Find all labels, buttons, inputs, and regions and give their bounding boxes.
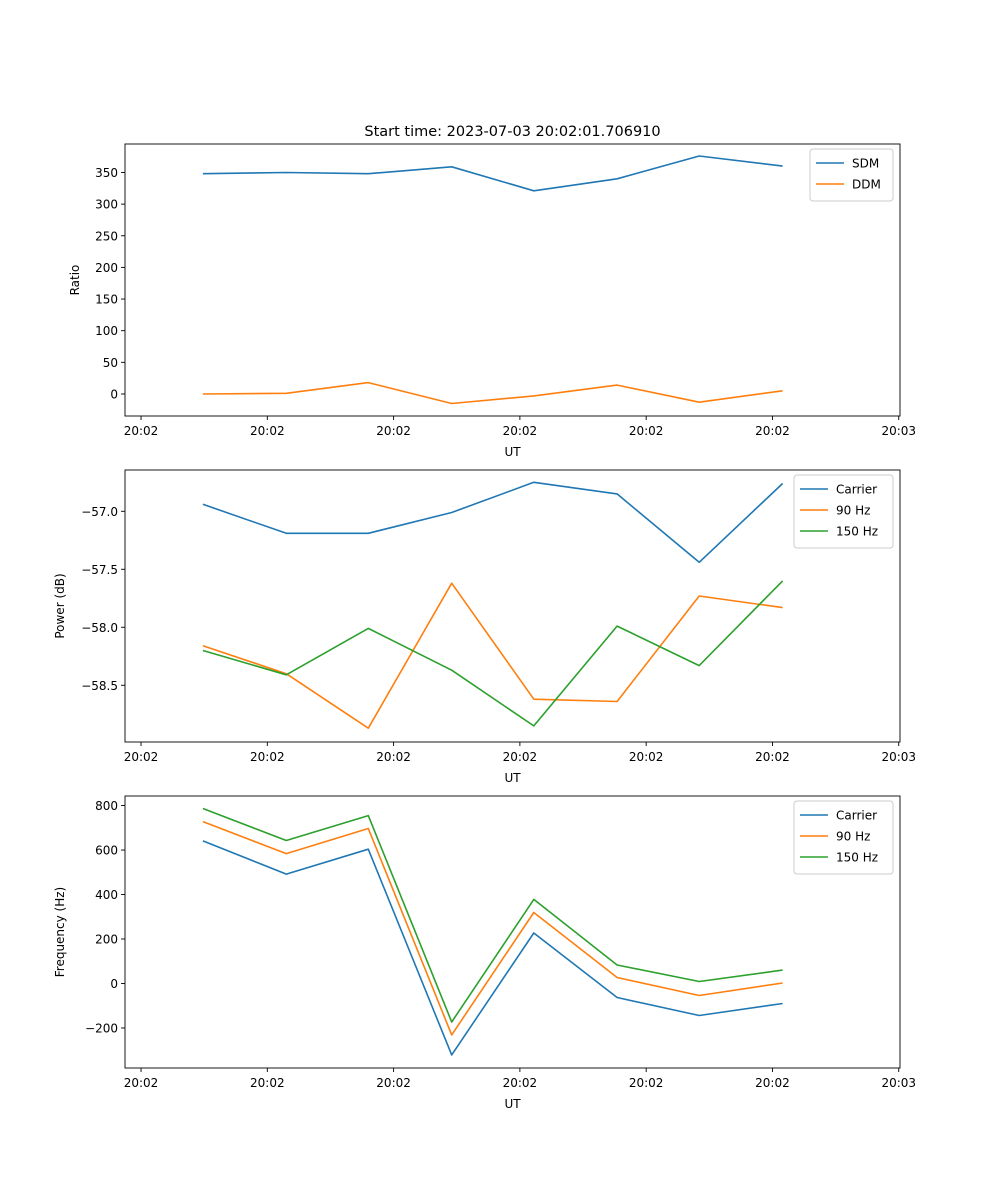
axes-frame [124,469,901,743]
x-tick-label: 20:02 [755,750,790,764]
x-tick-label: 20:02 [376,424,411,438]
y-axis-label: Ratio [68,265,82,296]
series-line-ddm [202,381,783,405]
subplot-2: 20:02 20:02 20:02 20:02 20:02 20:02 20:03 −58.5… [53,469,916,785]
y-tick-label: 800 [95,799,118,813]
x-tick-label: 20:02 [124,424,159,438]
y-tick-label: 0 [110,977,118,991]
axes-frame [124,143,901,417]
y-tick-label: 200 [95,933,118,947]
y-tick-label: 350 [95,166,118,180]
legend: SDM DDM [809,148,894,202]
x-tick-label: 20:03 [881,424,916,438]
legend-label: 150 Hz [836,525,878,539]
legend: Carrier 90 Hz 150 Hz [793,800,894,875]
y-axis-label: Frequency (Hz) [53,887,67,978]
x-tick-label: 20:02 [250,424,285,438]
subplot-1: 20:02 20:02 20:02 20:02 20:02 20:02 20:03 0 50 10… [68,143,916,459]
x-tick-label: 20:02 [629,1076,664,1090]
legend: Carrier 90 Hz 150 Hz [793,474,894,549]
y-tick-label: −58.5 [81,679,118,693]
series-line-sdm [202,155,783,192]
x-tick-label: 20:03 [881,750,916,764]
y-tick-label: 600 [95,844,118,858]
legend-box [793,800,894,875]
x-tick-label: 20:02 [755,424,790,438]
x-tick-label: 20:02 [629,424,664,438]
y-tick-label: 250 [95,229,118,243]
x-tick-label: 20:02 [503,424,538,438]
series-line-carrier [202,481,784,564]
x-tick-label: 20:02 [376,1076,411,1090]
chart-title: Start time: 2023-07-03 20:02:01.706910 [364,124,660,140]
x-tick-label: 20:02 [503,1076,538,1090]
legend-label: SDM [852,157,879,171]
x-tick-label: 20:02 [124,750,159,764]
x-axis-label: UT [504,1097,521,1111]
y-axis-label: Power (dB) [53,573,67,638]
x-tick-label: 20:02 [376,750,411,764]
legend-label: Carrier [836,483,877,497]
y-tick-label: −200 [85,1021,118,1035]
y-tick-label: 0 [110,387,118,401]
legend-box [809,148,894,202]
x-tick-label: 20:02 [503,750,538,764]
legend-label: Carrier [836,809,877,823]
series-line-carrier [202,840,783,1056]
x-axis-label: UT [504,771,521,785]
x-tick-label: 20:02 [250,1076,285,1090]
y-tick-label: −58.0 [81,621,118,635]
y-tick-label: 200 [95,261,118,275]
y-tick-label: 400 [95,888,118,902]
y-tick-label: 100 [95,324,118,338]
series-line-150-hz [202,580,784,727]
y-tick-label: 50 [103,356,118,370]
x-tick-label: 20:02 [124,1076,159,1090]
legend-label: 90 Hz [836,830,870,844]
x-tick-label: 20:02 [629,750,664,764]
x-tick-label: 20:03 [881,1076,916,1090]
y-tick-label: −57.5 [81,563,118,577]
x-tick-label: 20:02 [755,1076,790,1090]
legend-label: DDM [852,178,881,192]
subplot-3: 20:02 20:02 20:02 20:02 20:02 20:02 20:03 −200 0… [53,795,916,1111]
legend-box [793,474,894,549]
series-line-90-hz [202,820,783,1036]
series-line-150-hz [202,807,783,1023]
y-tick-label: 300 [95,198,118,212]
y-tick-label: 150 [95,293,118,307]
legend-label: 90 Hz [836,504,870,518]
x-tick-label: 20:02 [250,750,285,764]
axes-frame [124,795,901,1069]
legend-label: 150 Hz [836,851,878,865]
y-tick-label: −57.0 [81,505,118,519]
x-axis-label: UT [504,445,521,459]
series-line-90-hz [202,582,783,730]
